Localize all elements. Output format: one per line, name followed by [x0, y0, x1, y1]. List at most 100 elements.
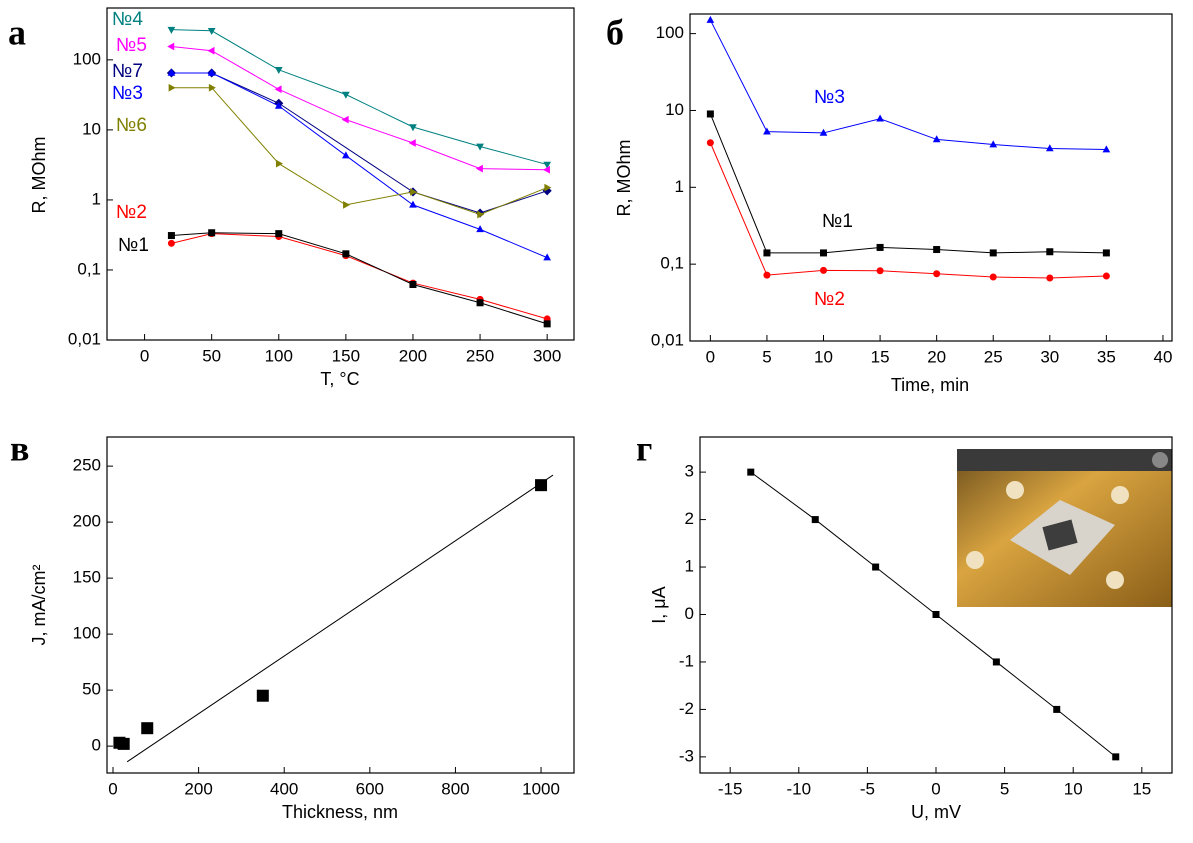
marker	[543, 161, 552, 169]
marker	[1102, 249, 1110, 257]
y-tick-label: 10	[665, 100, 684, 119]
series-label: №7	[112, 61, 143, 82]
marker	[932, 610, 940, 618]
marker	[207, 46, 215, 55]
x-tick-label: 40	[1153, 347, 1172, 366]
marker	[274, 101, 283, 109]
marker	[542, 165, 550, 174]
marker	[476, 225, 484, 233]
y-tick-label: 2	[685, 509, 694, 528]
series-label: №3	[814, 87, 845, 108]
plot-frame	[689, 13, 1173, 342]
marker	[933, 246, 941, 254]
series-line	[709, 19, 1107, 151]
marker	[989, 140, 998, 148]
marker	[992, 658, 1000, 666]
series-line	[709, 113, 1107, 254]
y-tick-label: -1	[679, 651, 694, 670]
series-label: №4	[112, 9, 143, 30]
marker	[208, 83, 216, 92]
y-tick-label: -2	[679, 699, 694, 718]
x-axis-title: T, °C	[320, 369, 359, 389]
series-label: №5	[116, 35, 147, 56]
y-tick-label: 1	[92, 189, 101, 208]
marker	[763, 249, 771, 257]
x-tick-label: 35	[1097, 347, 1116, 366]
y-tick-label: 250	[73, 456, 101, 475]
x-tick-label: -10	[787, 779, 812, 798]
marker	[819, 128, 828, 136]
y-tick-label: 0	[685, 604, 694, 623]
marker	[167, 68, 176, 76]
series-line	[171, 87, 548, 215]
x-tick-label: 0	[140, 346, 149, 365]
x-tick-label: 0	[931, 779, 940, 798]
y-tick-label: 0,01	[651, 330, 684, 349]
y-axis-title: R, MOhm	[614, 139, 634, 216]
marker	[872, 563, 880, 571]
marker	[410, 188, 418, 196]
marker	[706, 139, 714, 147]
panel-label: а	[8, 12, 26, 52]
x-tick-label: 300	[533, 346, 561, 365]
y-tick-label: 1	[685, 557, 694, 576]
marker	[1046, 274, 1054, 282]
x-tick-label: 5	[1000, 779, 1009, 798]
y-tick-label: 0,01	[68, 329, 101, 348]
y-tick-label: 100	[656, 23, 684, 42]
marker	[343, 201, 351, 209]
y-tick-label: 3	[685, 462, 694, 481]
marker	[820, 266, 828, 274]
x-tick-label: 600	[356, 779, 384, 798]
x-axis-title: U, mV	[911, 802, 961, 822]
panel-label: г	[636, 428, 652, 468]
plot-frame	[106, 7, 575, 341]
marker	[876, 243, 884, 251]
marker	[141, 722, 154, 735]
marker	[763, 127, 771, 135]
x-tick-label: 30	[1040, 347, 1059, 366]
x-tick-label: 20	[927, 347, 946, 366]
marker	[409, 124, 417, 132]
marker	[1102, 145, 1111, 153]
y-tick-label: 10	[82, 119, 101, 138]
x-tick-label: 100	[265, 346, 293, 365]
marker	[1112, 753, 1120, 761]
series-label: №3	[112, 83, 143, 104]
marker	[1102, 272, 1110, 280]
x-tick-label: 200	[399, 346, 427, 365]
fit-line	[126, 474, 554, 763]
series-label: №1	[822, 211, 853, 232]
series-label: №2	[814, 289, 845, 310]
series-line	[171, 46, 548, 171]
marker	[167, 42, 175, 51]
marker	[275, 159, 283, 168]
marker	[1053, 705, 1061, 713]
marker	[747, 468, 755, 476]
marker	[408, 139, 416, 147]
marker	[117, 737, 130, 750]
marker	[811, 516, 819, 524]
x-tick-label: 0	[108, 779, 117, 798]
marker	[535, 479, 548, 492]
marker	[342, 250, 350, 258]
marker	[275, 230, 283, 238]
x-tick-label: 400	[270, 779, 298, 798]
marker	[476, 143, 484, 151]
y-tick-label: 100	[73, 624, 101, 643]
marker	[544, 183, 552, 192]
y-tick-label: -3	[679, 746, 694, 765]
y-tick-label: 100	[73, 49, 101, 68]
panel-label: б	[606, 12, 624, 52]
marker	[274, 67, 283, 75]
marker	[207, 68, 216, 76]
plot-frame	[106, 436, 575, 774]
y-tick-label: 50	[82, 680, 101, 699]
x-tick-label: 25	[984, 347, 1003, 366]
marker	[476, 299, 484, 307]
marker	[208, 229, 216, 237]
x-tick-label: 150	[332, 346, 360, 365]
y-tick-label: 1	[675, 177, 684, 196]
marker	[477, 210, 485, 219]
